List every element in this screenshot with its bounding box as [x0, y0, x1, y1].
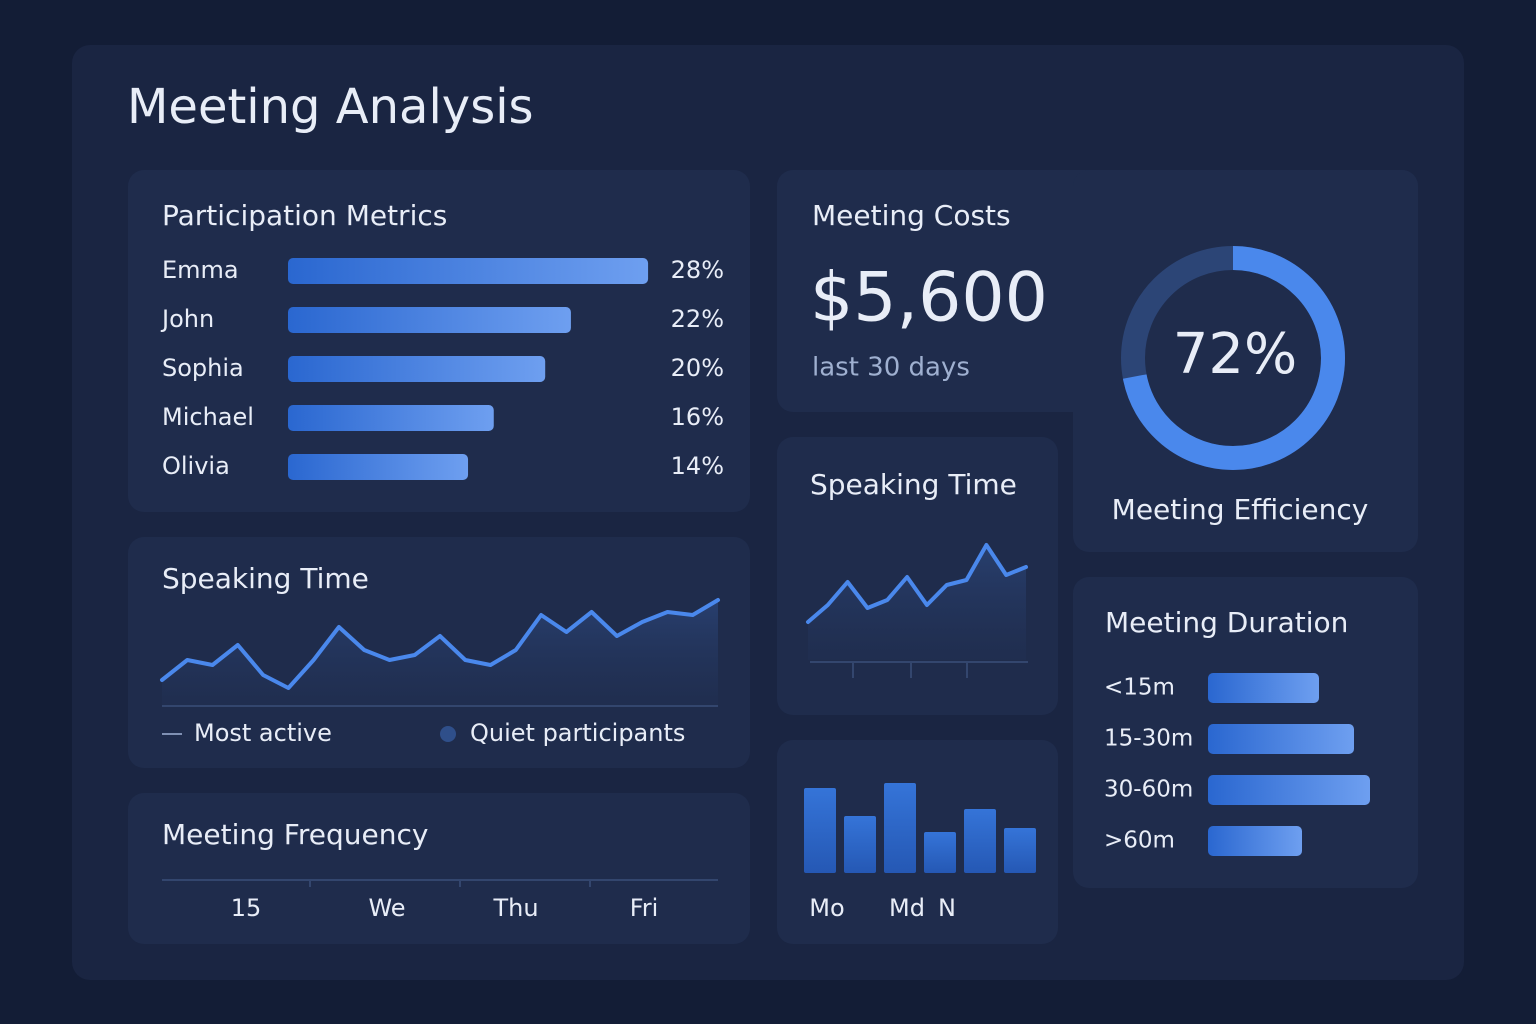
bar	[288, 356, 546, 382]
bar	[804, 788, 836, 873]
bar	[924, 832, 956, 873]
donut-value: 72%	[1173, 322, 1297, 387]
cost-amount: $5,600	[810, 259, 1048, 338]
card-title: Speaking Time	[162, 562, 369, 595]
line	[160, 598, 720, 690]
card-title: Meeting Costs	[812, 199, 1011, 232]
bar	[1208, 775, 1370, 805]
card-title: Speaking Time	[810, 468, 1017, 501]
card-title: Meeting Duration	[1105, 606, 1348, 639]
row-label: 30-60m	[1104, 777, 1193, 803]
efficiency-card	[1073, 170, 1418, 552]
bar	[964, 809, 996, 873]
x-tick-label: 15	[231, 894, 262, 922]
row-label: Sophia	[162, 354, 244, 382]
legend-label: Quiet participants	[470, 719, 685, 747]
value-label: 22%	[671, 305, 724, 333]
legend-icon	[440, 726, 456, 742]
value-label: 16%	[671, 403, 724, 431]
participation-card	[128, 170, 750, 512]
donut-arc	[1121, 246, 1345, 470]
bar	[288, 405, 494, 431]
row-label: John	[160, 305, 214, 333]
row-label: >60m	[1104, 828, 1175, 854]
x-tick-label: Thu	[492, 894, 538, 922]
value-label: 20%	[671, 354, 724, 382]
legend-label: Most active	[194, 719, 332, 747]
row-label: <15m	[1104, 675, 1175, 701]
x-tick-label: N	[938, 894, 956, 922]
card-title: Participation Metrics	[162, 199, 447, 232]
bar	[288, 258, 649, 284]
cost-period: last 30 days	[812, 353, 970, 383]
weekly-card	[777, 740, 1058, 944]
x-tick-label: Mo	[809, 894, 844, 922]
bar	[1208, 673, 1319, 703]
value-label: 28%	[671, 256, 724, 284]
card-title: Meeting Frequency	[162, 818, 428, 851]
line	[806, 543, 1028, 624]
x-tick-label: We	[368, 894, 405, 922]
row-label: Michael	[162, 403, 254, 431]
row-label: Emma	[162, 256, 239, 284]
row-label: 15-30m	[1104, 726, 1193, 752]
x-tick-label: Fri	[630, 894, 659, 922]
value-label: 14%	[671, 452, 724, 480]
row-label: Olivia	[162, 452, 230, 480]
frequency-card	[128, 793, 750, 944]
bar	[1208, 826, 1302, 856]
x-tick-label: Md	[889, 894, 925, 922]
bar	[288, 454, 469, 480]
donut-label: Meeting Efficiency	[1112, 493, 1369, 526]
bar	[288, 307, 571, 333]
page-title: Meeting Analysis	[127, 79, 534, 135]
area	[162, 600, 718, 705]
bar	[1004, 828, 1036, 873]
bar	[1208, 724, 1354, 754]
bar	[884, 783, 916, 873]
bar	[844, 816, 876, 873]
